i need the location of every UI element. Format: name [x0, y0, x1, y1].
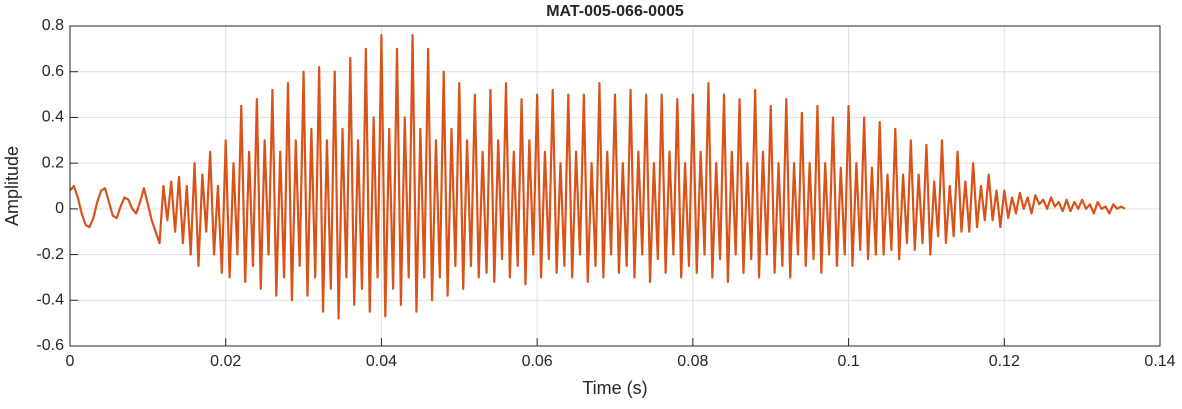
x-tick-label: 0.02 — [210, 353, 241, 370]
plot-area — [69, 34, 1126, 320]
chart-title: MAT-005-066-0005 — [546, 3, 684, 20]
y-tick-label: -0.6 — [36, 337, 64, 354]
y-tick-label: 0 — [55, 200, 64, 217]
x-tick-label: 0 — [66, 353, 75, 370]
y-tick-label: -0.2 — [36, 246, 64, 263]
y-axis-label: Amplitude — [2, 146, 22, 226]
x-tick-label: 0.12 — [989, 353, 1020, 370]
y-tick-label: 0.8 — [42, 17, 64, 34]
x-tick-label: 0.14 — [1144, 353, 1175, 370]
x-tick-label: 0.04 — [366, 353, 397, 370]
x-tick-label: 0.06 — [522, 353, 553, 370]
axes-frame — [69, 25, 1161, 347]
x-tick-label: 0.08 — [677, 353, 708, 370]
y-tick-label: 0.6 — [42, 63, 64, 80]
x-axis-label: Time (s) — [582, 378, 647, 398]
y-tick-label: 0.4 — [42, 109, 64, 126]
y-tick-label: -0.4 — [36, 292, 64, 309]
y-tick-label: 0.2 — [42, 154, 64, 171]
waveform-line — [69, 34, 1126, 320]
x-tick-label: 0.1 — [837, 353, 859, 370]
